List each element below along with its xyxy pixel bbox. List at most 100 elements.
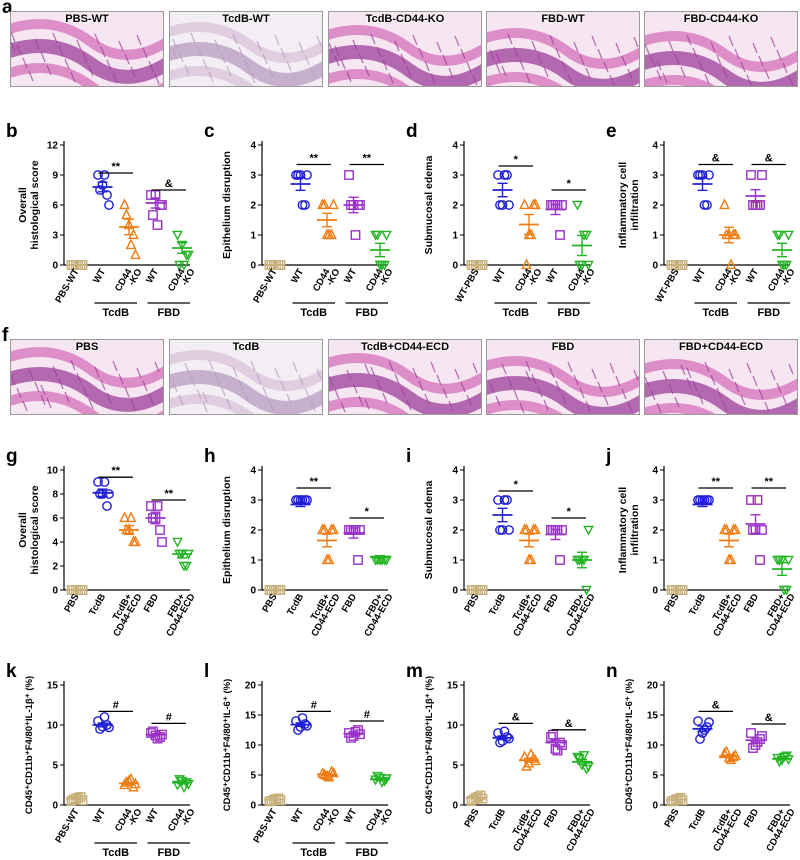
data-point bbox=[504, 200, 514, 210]
crypt-stroke bbox=[382, 59, 388, 71]
data-point bbox=[119, 198, 130, 210]
panel-letter: i bbox=[406, 446, 411, 467]
crypt-stroke bbox=[118, 40, 124, 52]
crypt-stroke bbox=[519, 402, 525, 414]
data-point bbox=[130, 535, 141, 547]
micrograph-title: FBD+CD44-ECD bbox=[678, 341, 764, 353]
x-tick-label: FBD bbox=[142, 592, 161, 615]
y-tick-label: 4 bbox=[452, 141, 458, 152]
crypt-stroke bbox=[591, 35, 597, 47]
data-point bbox=[121, 208, 132, 220]
crypt-stroke bbox=[764, 68, 770, 80]
crypt-stroke bbox=[52, 365, 58, 377]
crypt-stroke bbox=[208, 359, 214, 371]
crypt-stroke bbox=[64, 391, 70, 403]
crypt-stroke bbox=[686, 367, 692, 379]
crypt-stroke bbox=[418, 47, 424, 59]
crypt-stroke bbox=[11, 31, 16, 43]
data-point bbox=[572, 200, 583, 211]
tissue-image bbox=[329, 353, 481, 414]
x-tick-label: WT bbox=[144, 267, 161, 285]
y-tick-label: 9 bbox=[52, 171, 58, 182]
crypt-stroke bbox=[82, 385, 88, 397]
significance-label: & bbox=[765, 712, 773, 724]
significance-label: & bbox=[712, 699, 720, 711]
data-point bbox=[774, 230, 785, 241]
x-tick-label: WT bbox=[91, 807, 108, 825]
crypt-stroke bbox=[543, 66, 549, 78]
y-tick-label: 5 bbox=[250, 771, 256, 782]
crypt-stroke bbox=[364, 65, 370, 77]
data-point bbox=[521, 760, 532, 771]
panel-letter: c bbox=[204, 121, 215, 142]
crypt-stroke bbox=[603, 394, 609, 406]
y-tick-label: 15 bbox=[647, 711, 659, 722]
crypt-stroke bbox=[668, 40, 674, 52]
tissue-band bbox=[329, 373, 481, 414]
crypt-stroke bbox=[178, 394, 184, 406]
tissue-band bbox=[170, 22, 322, 63]
crypt-stroke bbox=[597, 48, 603, 60]
crypt-stroke bbox=[178, 51, 184, 63]
group-label: FBD bbox=[757, 307, 780, 319]
y-tick-label: 10 bbox=[47, 466, 59, 477]
data-point bbox=[721, 523, 732, 535]
crypt-stroke bbox=[716, 54, 722, 66]
y-tick-label: 8 bbox=[52, 490, 58, 501]
micrograph-title: TcdB-CD44-KO bbox=[365, 13, 445, 25]
y-tick-label: 4 bbox=[452, 466, 458, 477]
crypt-stroke bbox=[597, 381, 603, 393]
crypt-stroke bbox=[418, 380, 424, 392]
crypt-stroke bbox=[656, 69, 662, 81]
chart-b: b Overall histological score 0 3 6 9 12 ** & PBS-W… bbox=[6, 121, 198, 319]
crypt-stroke bbox=[692, 47, 698, 59]
y-tick-label: 3 bbox=[652, 171, 658, 182]
x-tick-label: TcdB bbox=[487, 807, 508, 833]
data-point bbox=[725, 553, 737, 565]
significance-label: ** bbox=[711, 476, 720, 488]
crypt-stroke bbox=[436, 41, 442, 53]
crypt-stroke bbox=[537, 386, 543, 398]
crypt-stroke bbox=[501, 65, 507, 77]
y-axis-label: CD45⁺CD11b⁺F4/80⁺IL-6⁺ (%) bbox=[624, 679, 635, 812]
crypt-stroke bbox=[40, 384, 46, 396]
y-tick-label: 1 bbox=[652, 556, 658, 567]
significance-label: * bbox=[567, 178, 572, 190]
data-point bbox=[99, 170, 110, 180]
x-tick-label: WT-PBS bbox=[454, 267, 482, 305]
crypt-stroke bbox=[376, 379, 382, 391]
crypt-stroke bbox=[758, 55, 764, 67]
crypt-stroke bbox=[220, 52, 226, 64]
crypt-stroke bbox=[304, 387, 310, 399]
y-tick-label: 1 bbox=[250, 556, 256, 567]
x-tick-label: FBD bbox=[542, 807, 561, 830]
data-point bbox=[157, 537, 167, 547]
x-tick-label: PBS-WT bbox=[53, 807, 81, 845]
y-tick-label: 2 bbox=[452, 526, 458, 537]
data-point bbox=[302, 170, 312, 180]
micrograph-title: TcdB-WT bbox=[222, 13, 270, 25]
crypt-stroke bbox=[442, 387, 448, 399]
group-label: TcdB bbox=[702, 307, 729, 319]
crypt-stroke bbox=[364, 398, 370, 410]
crypt-stroke bbox=[573, 374, 579, 386]
tissue-band bbox=[329, 45, 481, 86]
data-point bbox=[719, 198, 730, 210]
y-tick-label: 2 bbox=[250, 526, 256, 537]
micrograph-title: FBD-CD44-KO bbox=[683, 13, 759, 25]
crypt-stroke bbox=[519, 59, 525, 71]
significance-label: * bbox=[514, 154, 519, 166]
y-tick-label: 0 bbox=[652, 261, 658, 272]
crypt-stroke bbox=[525, 360, 531, 372]
crypt-stroke bbox=[100, 379, 106, 391]
crypt-stroke bbox=[52, 32, 58, 44]
x-tick-label: WT bbox=[342, 267, 359, 285]
y-tick-label: 2 bbox=[652, 201, 658, 212]
crypt-stroke bbox=[686, 34, 692, 46]
y-tick-label: 10 bbox=[647, 741, 659, 752]
panel-letter: k bbox=[6, 661, 17, 682]
crypt-stroke bbox=[412, 34, 418, 46]
x-tick-label: WT bbox=[289, 807, 306, 825]
